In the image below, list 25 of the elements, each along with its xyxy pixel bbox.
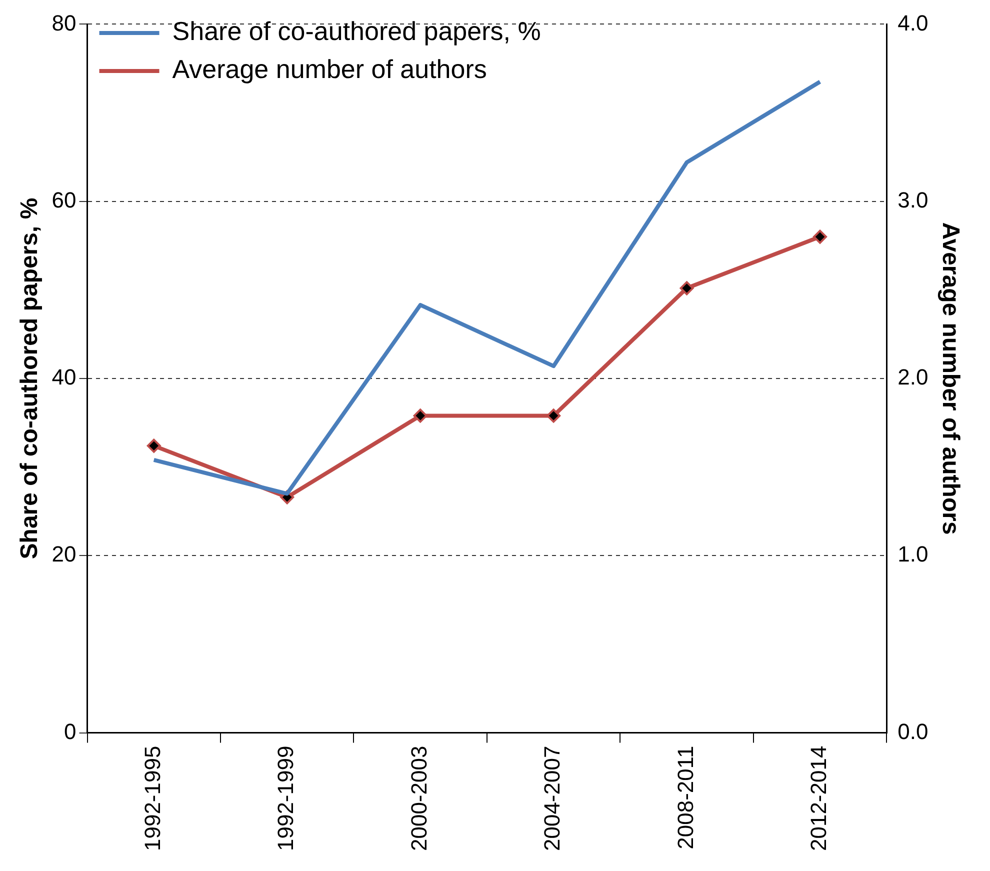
point bbox=[546, 408, 561, 423]
y2-tick-label: 3.0 bbox=[898, 187, 928, 212]
y-axis-title: Share of co-authored papers, % bbox=[16, 198, 44, 560]
y2-tick-label: 0.0 bbox=[898, 718, 928, 744]
point bbox=[413, 408, 428, 423]
y-tick-label: 20 bbox=[52, 542, 76, 567]
legend-label: Average number of authors bbox=[172, 54, 487, 84]
x-tick-label: 2012-2014 bbox=[806, 746, 832, 852]
legend-label: Share of co-authored papers, % bbox=[172, 16, 541, 46]
y-tick-label: 80 bbox=[52, 10, 76, 36]
y2-tick-label: 2.0 bbox=[898, 364, 928, 390]
y-tick-label: 40 bbox=[52, 364, 76, 390]
x-tick-label: 1992-1995 bbox=[140, 746, 165, 852]
y2-axis-title: Average number of authors bbox=[936, 222, 964, 535]
point bbox=[813, 230, 828, 244]
x-tick-label: 1992-1999 bbox=[273, 746, 298, 852]
x-tick-label: 2004-2007 bbox=[540, 746, 565, 852]
y2-tick-label: 4.0 bbox=[898, 10, 928, 36]
y-tick-label: 60 bbox=[52, 187, 76, 212]
x-tick-label: 2000-2003 bbox=[406, 746, 432, 852]
y-tick-label: 0 bbox=[64, 718, 76, 744]
point bbox=[146, 438, 161, 453]
y2-tick-label: 1.0 bbox=[898, 542, 928, 567]
x-tick-label: 2008-2011 bbox=[672, 746, 698, 850]
point bbox=[680, 281, 694, 296]
